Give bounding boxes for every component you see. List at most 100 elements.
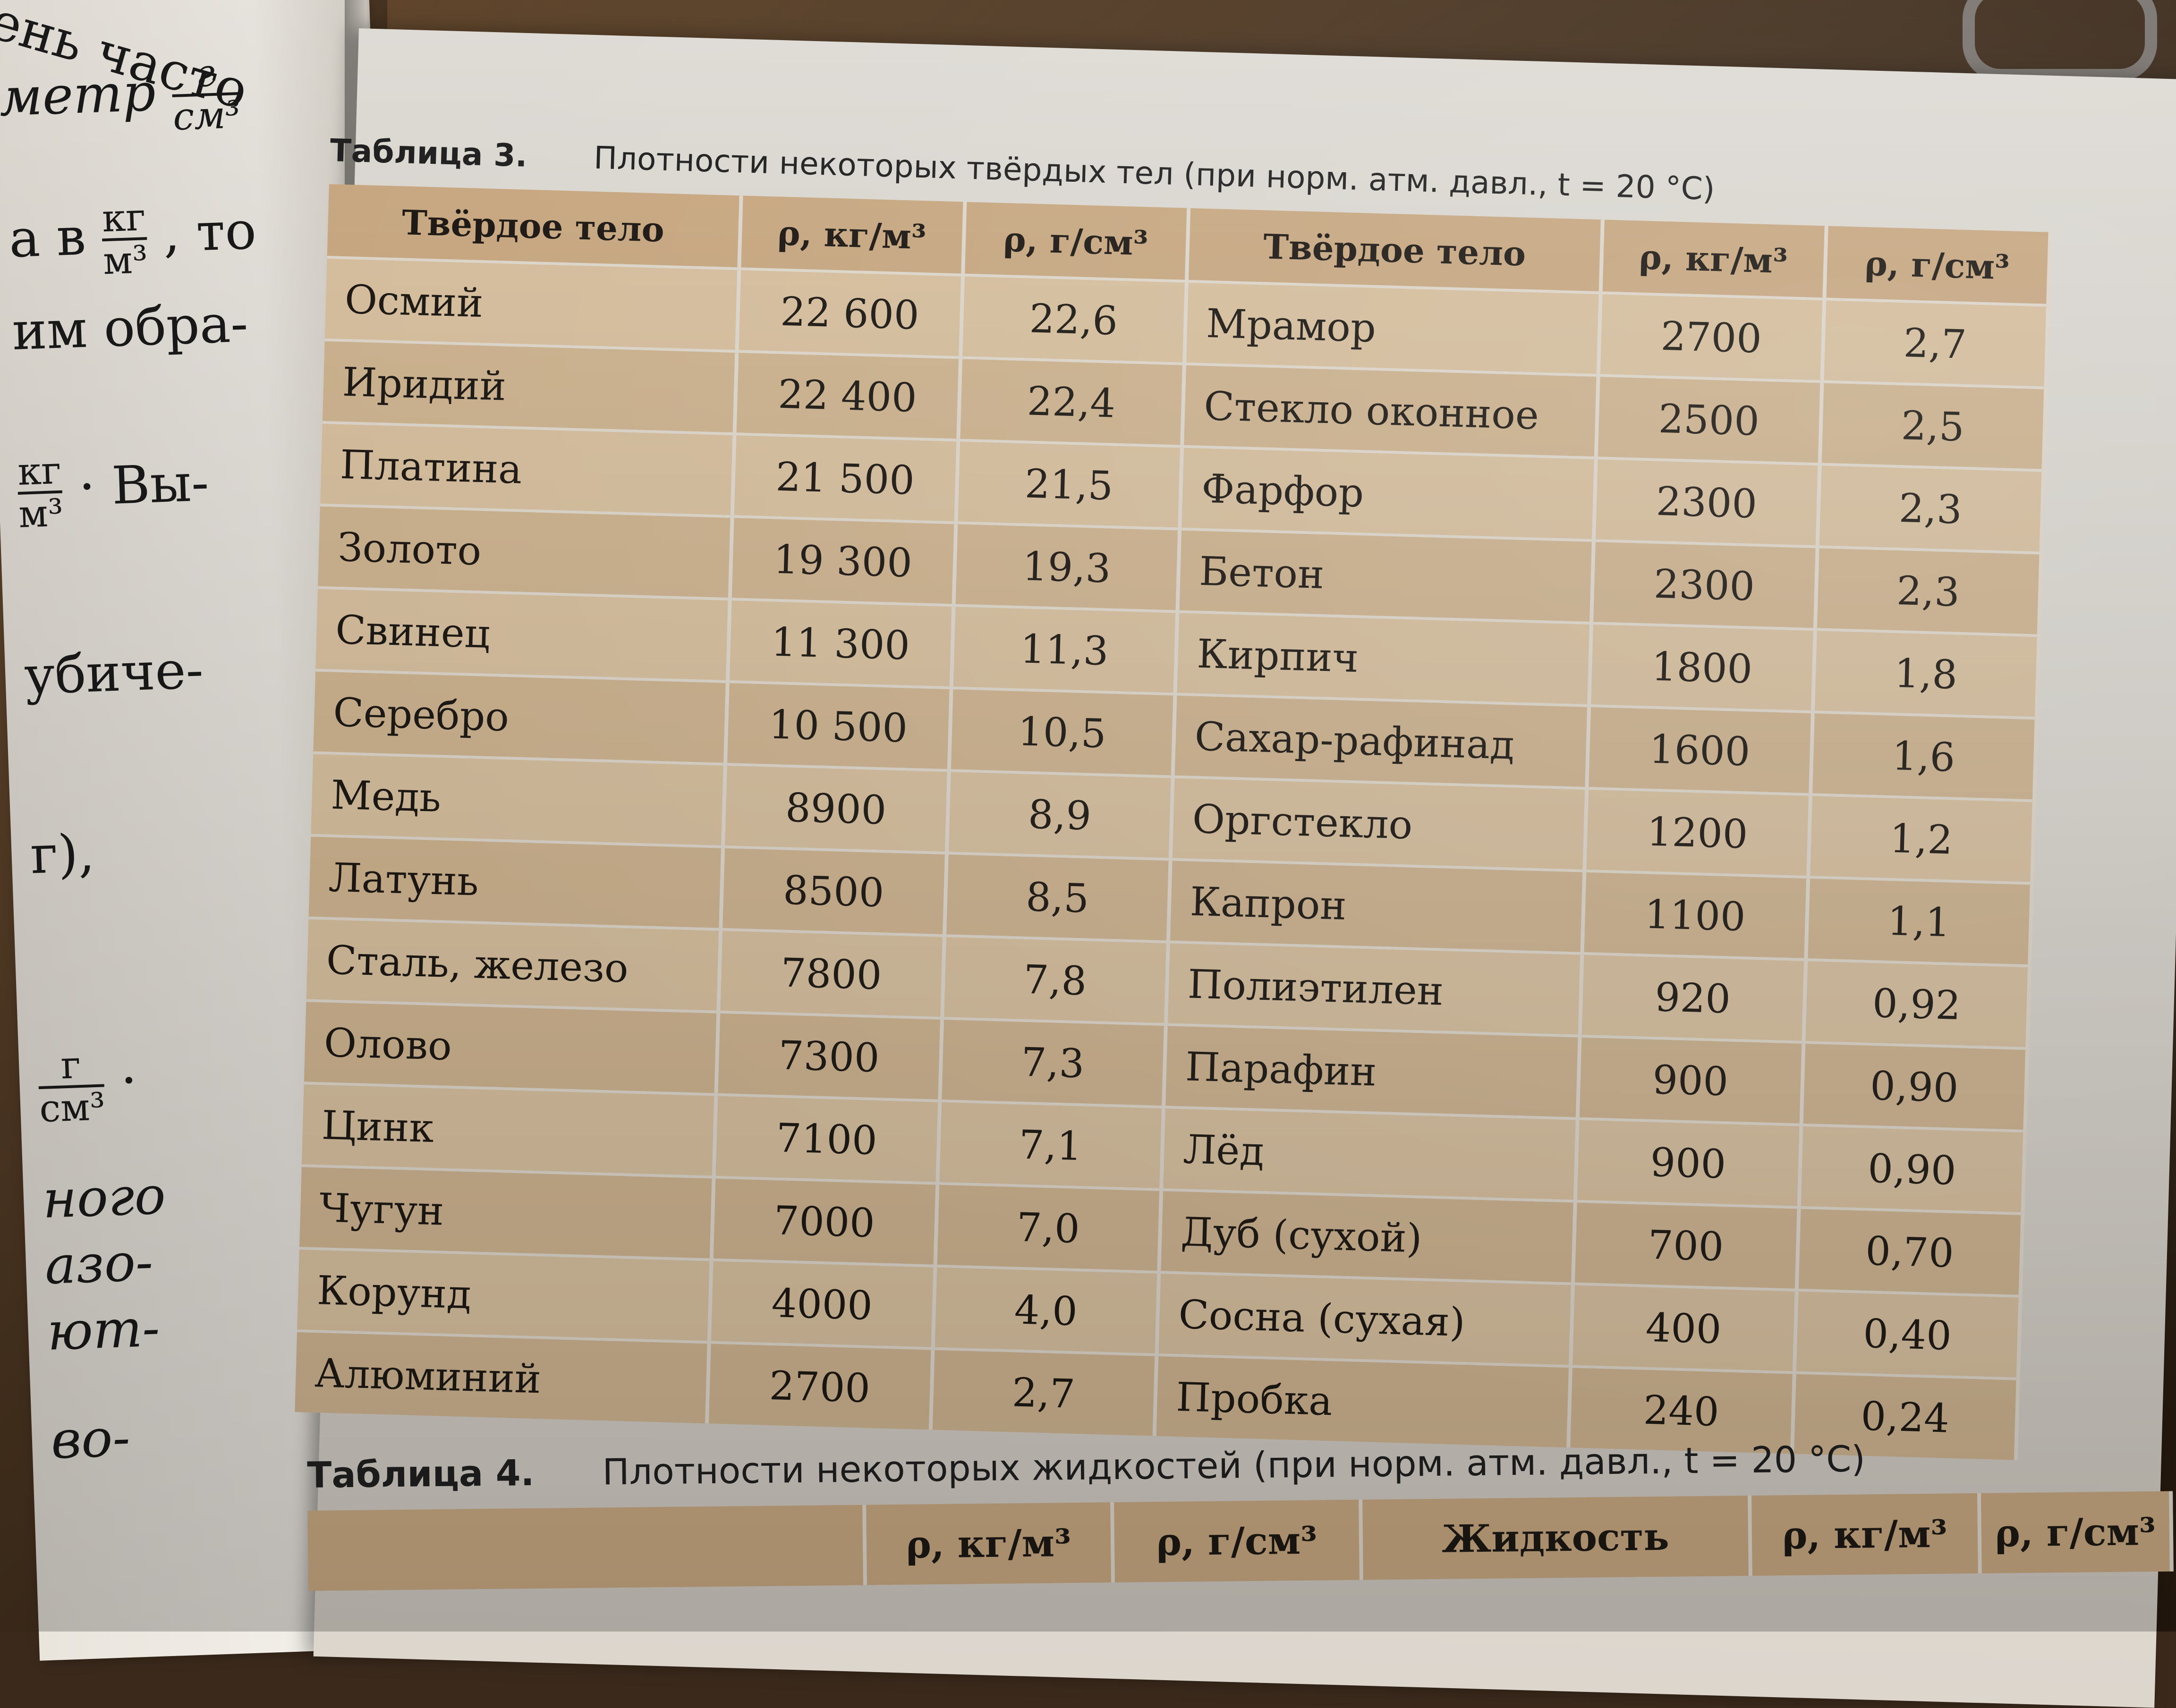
- left-line: метр г см³: [0, 51, 242, 139]
- cell-kg-m3-2: 2300: [1593, 458, 1820, 547]
- table-4: Таблица 4. Плотности некоторых жидкостей…: [307, 1435, 2174, 1591]
- cell-g-cm3: 8,9: [946, 770, 1173, 860]
- cell-kg-m3: 8500: [720, 846, 947, 936]
- cell-g-cm3: 22,4: [958, 357, 1184, 447]
- left-line: ного: [41, 1165, 167, 1230]
- cell-solid-2: Капрон: [1168, 859, 1585, 954]
- header-g-cm3-2: ρ, г/см³: [1980, 1491, 2174, 1573]
- cell-kg-m3: 22 400: [734, 351, 961, 440]
- cell-g-cm3-2: 2,3: [1815, 547, 2041, 636]
- cell-solid-2: Бетон: [1177, 529, 1594, 623]
- header-g-cm3: ρ, г/см³: [962, 202, 1189, 281]
- cell-kg-m3-2: 1200: [1584, 788, 1810, 877]
- cell-solid-2: Сосна (сухая): [1156, 1272, 1573, 1367]
- cell-g-cm3-2: 2,7: [1822, 299, 2048, 388]
- cell-solid-2: Оргстекло: [1170, 777, 1587, 871]
- header-kg-m3: ρ, кг/м³: [739, 195, 965, 275]
- cell-solid: Сталь, железо: [306, 918, 721, 1012]
- cell-kg-m3: 7000: [711, 1177, 938, 1266]
- cell-g-cm3-2: 0,40: [1794, 1290, 2021, 1379]
- header-solid: Твёрдое тело: [327, 184, 741, 269]
- table-4-number: Таблица 4.: [307, 1451, 535, 1496]
- cell-kg-m3-2: 2700: [1598, 293, 1825, 382]
- cell-g-cm3-2: 2,3: [1817, 464, 2044, 553]
- cell-kg-m3: 8900: [722, 764, 949, 854]
- cell-solid: Чугун: [299, 1166, 714, 1260]
- cell-solid-2: Кирпич: [1175, 611, 1591, 706]
- cell-solid: Платина: [320, 422, 735, 517]
- header-g-cm3: ρ, г/см³: [1114, 1499, 1363, 1583]
- cell-g-cm3-2: 1,6: [1810, 712, 2037, 801]
- cell-g-cm3-2: 2,5: [1819, 381, 2046, 471]
- left-line: а в кг м³ , то: [8, 195, 257, 283]
- cell-kg-m3: 7100: [714, 1094, 940, 1184]
- cell-g-cm3-2: 0,70: [1796, 1207, 2023, 1296]
- cell-solid-2: Парафин: [1163, 1024, 1580, 1119]
- fraction-kg-m3: кг м³: [17, 448, 64, 536]
- left-line: азо-: [43, 1231, 154, 1296]
- cell-solid-2: Дуб (сухой): [1159, 1189, 1575, 1284]
- cell-kg-m3-2: 2500: [1596, 375, 1822, 465]
- cell-solid-2: Пробка: [1154, 1354, 1571, 1448]
- header-g-cm3-2: ρ, г/см³: [1824, 226, 2050, 305]
- left-line: г см³ ·: [37, 1043, 139, 1131]
- cell-kg-m3-2: 900: [1577, 1036, 1804, 1125]
- cell-solid: Серебро: [313, 670, 728, 764]
- cell-g-cm3-2: 1,1: [1806, 877, 2032, 966]
- cell-g-cm3: 2,7: [930, 1348, 1157, 1436]
- cell-g-cm3: 19,3: [953, 523, 1180, 612]
- cell-solid: Латунь: [308, 835, 723, 930]
- cell-g-cm3: 4,0: [933, 1266, 1159, 1355]
- cell-solid: Корунд: [297, 1248, 712, 1343]
- cell-g-cm3-2: 0,90: [1801, 1042, 2028, 1132]
- cell-solid-2: Лёд: [1161, 1107, 1578, 1201]
- cell-solid-2: Полиэтилен: [1165, 942, 1582, 1036]
- cell-solid-2: Фарфор: [1180, 446, 1596, 541]
- header-kg-m3-2: ρ, кг/м³: [1600, 220, 1827, 299]
- cell-g-cm3: 11,3: [951, 605, 1178, 694]
- cell-g-cm3: 21,5: [956, 440, 1182, 529]
- header-kg-m3: ρ, кг/м³: [866, 1502, 1115, 1585]
- cell-kg-m3-2: 900: [1575, 1118, 1802, 1208]
- cell-solid: Золото: [318, 505, 732, 599]
- cell-solid-2: Сахар-рафинад: [1173, 694, 1589, 788]
- cell-kg-m3: 7800: [718, 929, 944, 1018]
- cell-kg-m3: 11 300: [727, 599, 954, 688]
- left-line: кг м³ · Вы-: [17, 448, 210, 536]
- cell-kg-m3-2: 400: [1570, 1284, 1797, 1373]
- cell-solid: Свинец: [315, 587, 730, 682]
- cell-kg-m3: 10 500: [725, 681, 952, 771]
- cell-solid: Алюминий: [295, 1331, 709, 1424]
- cell-g-cm3-2: 1,2: [1808, 795, 2034, 884]
- cell-solid: Цинк: [301, 1083, 716, 1177]
- cell-kg-m3: 22 600: [737, 269, 963, 358]
- table-3-number: Таблица 3.: [329, 132, 528, 174]
- fraction-g-cm3: г см³: [38, 1043, 106, 1131]
- cell-kg-m3-2: 1800: [1589, 623, 1815, 712]
- cell-kg-m3: 7300: [716, 1012, 942, 1101]
- left-line: во-: [50, 1407, 131, 1471]
- header-solid-2: Твёрдое тело: [1186, 208, 1603, 293]
- header-liquid: [307, 1505, 867, 1591]
- cell-kg-m3-2: 700: [1572, 1201, 1799, 1290]
- left-line: г),: [29, 822, 96, 886]
- header-liquid-2: Жидкость: [1362, 1495, 1752, 1580]
- cell-solid-2: Мрамор: [1184, 281, 1601, 376]
- cell-kg-m3-2: 2300: [1591, 541, 1818, 630]
- left-line: ют-: [46, 1297, 161, 1362]
- cell-g-cm3: 7,0: [935, 1183, 1162, 1272]
- cell-solid-2: Стекло оконное: [1182, 364, 1598, 458]
- cell-kg-m3: 19 300: [730, 516, 956, 606]
- cell-kg-m3: 2700: [706, 1342, 933, 1430]
- left-line: им обра-: [11, 293, 249, 362]
- density-table-solids: Твёрдое тело ρ, кг/м³ ρ, г/см³ Твёрдое т…: [295, 184, 2052, 1460]
- cell-g-cm3: 7,1: [937, 1100, 1164, 1190]
- cell-g-cm3: 8,5: [944, 853, 1171, 942]
- cell-g-cm3-2: 0,92: [1803, 959, 2030, 1049]
- table-3: Таблица 3. Плотности некоторых твёрдых т…: [295, 132, 2124, 1462]
- cell-g-cm3-2: 0,90: [1799, 1125, 2025, 1214]
- metal-clip: [1963, 0, 2157, 81]
- cell-kg-m3-2: 920: [1580, 953, 1806, 1042]
- cell-solid: Медь: [311, 753, 725, 847]
- cell-g-cm3: 7,3: [940, 1018, 1166, 1108]
